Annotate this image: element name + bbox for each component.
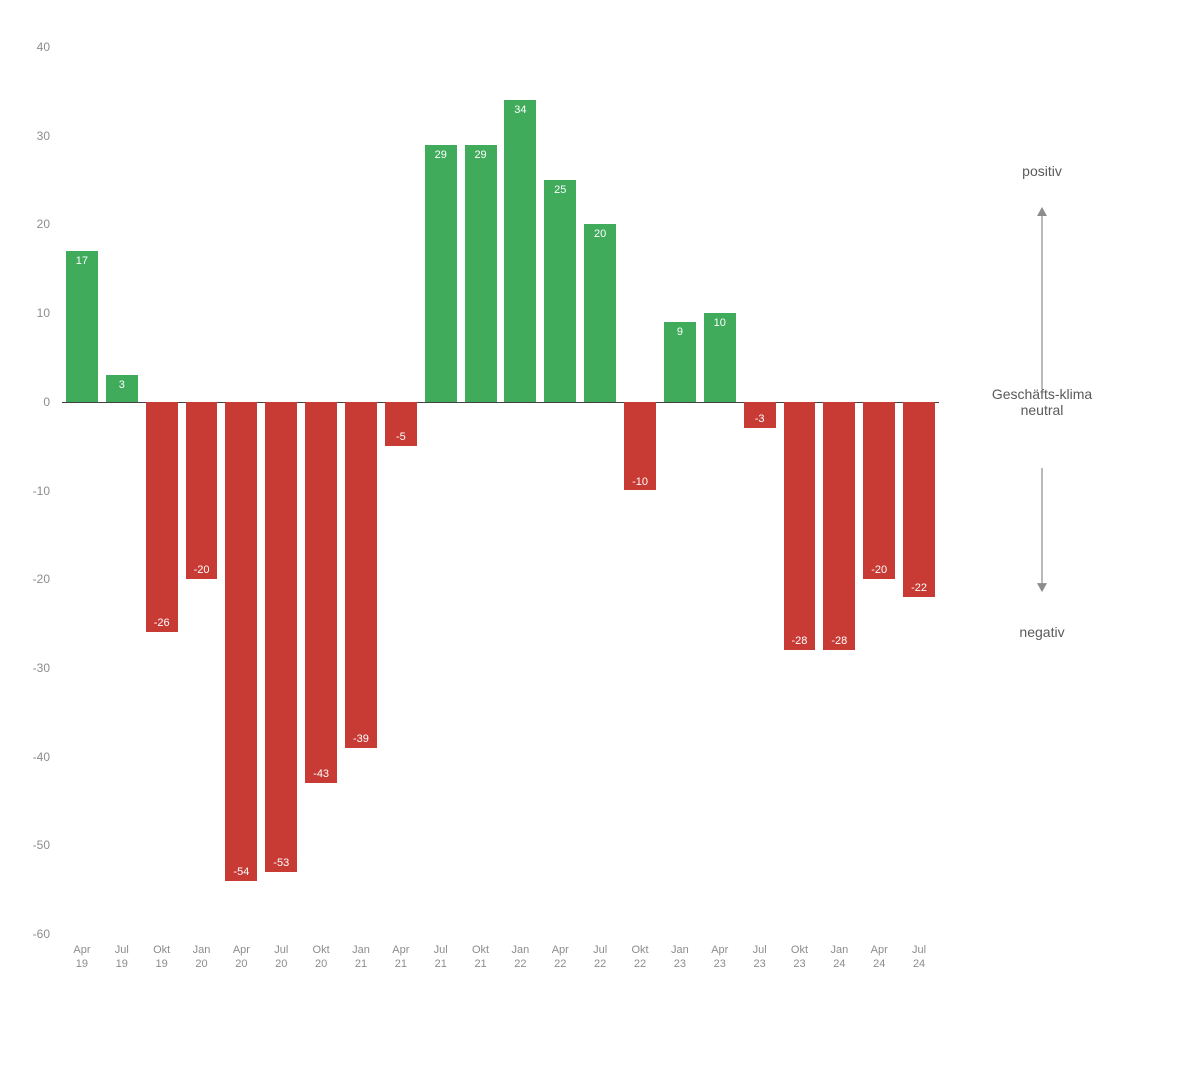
side-label: positiv (1022, 163, 1062, 179)
bar (863, 402, 895, 579)
x-tick-label: Apr 20 (233, 944, 250, 972)
arrow-down-icon (1035, 468, 1049, 592)
bar-value-label: -54 (233, 866, 249, 878)
y-tick-label: -40 (33, 750, 50, 764)
x-tick-label: Jul 23 (753, 944, 767, 972)
x-tick-label: Okt 20 (313, 944, 330, 972)
bar-value-label: -22 (911, 582, 927, 594)
bar (584, 224, 616, 401)
bar (305, 402, 337, 783)
x-tick-label: Okt 23 (791, 944, 808, 972)
bar-value-label: -26 (154, 617, 170, 629)
x-tick-label: Jul 19 (115, 944, 129, 972)
x-tick-label: Jul 21 (434, 944, 448, 972)
x-tick-label: Jul 24 (912, 944, 926, 972)
y-tick-label: 20 (37, 217, 50, 231)
bar-value-label: -43 (313, 768, 329, 780)
x-tick-label: Jul 20 (274, 944, 288, 972)
x-tick-label: Apr 19 (73, 944, 90, 972)
y-tick-label: 30 (37, 129, 50, 143)
chart-page: 17 3 -26 -20 -54 -53 -43 -39 -5 29 29 34 25 20 -10 9 10 -… (0, 0, 1200, 1089)
bar (225, 402, 257, 881)
bar (465, 145, 497, 402)
y-tick-label: 10 (37, 306, 50, 320)
arrow-up-icon (1035, 207, 1049, 390)
bar-value-label: 29 (474, 149, 486, 161)
x-tick-label: Apr 22 (552, 944, 569, 972)
x-tick-label: Apr 24 (871, 944, 888, 972)
bar-value-label: 17 (76, 255, 88, 267)
y-tick-label: 0 (43, 395, 50, 409)
y-tick-label: -20 (33, 572, 50, 586)
y-tick-label: -30 (33, 661, 50, 675)
bar (425, 145, 457, 402)
bar-value-label: 9 (677, 326, 683, 338)
bar (345, 402, 377, 748)
bar (784, 402, 816, 650)
bar-value-label: 29 (435, 149, 447, 161)
bar-value-label: -20 (871, 564, 887, 576)
bar-value-label: -10 (632, 476, 648, 488)
x-tick-label: Jan 21 (352, 944, 370, 972)
side-label: Geschäfts-klima neutral (992, 386, 1092, 418)
bar-value-label: 3 (119, 379, 125, 391)
bar-value-label: 25 (554, 184, 566, 196)
bar (146, 402, 178, 633)
x-tick-label: Okt 21 (472, 944, 489, 972)
bar-value-label: -53 (273, 857, 289, 869)
bar (66, 251, 98, 402)
x-tick-label: Apr 23 (711, 944, 728, 972)
bar-value-label: -5 (396, 431, 406, 443)
bar (544, 180, 576, 402)
x-tick-label: Jan 23 (671, 944, 689, 972)
bar (903, 402, 935, 597)
bar (265, 402, 297, 872)
bar-value-label: 34 (514, 104, 526, 116)
bar-value-label: 10 (714, 317, 726, 329)
bar-value-label: -28 (792, 635, 808, 647)
bar (504, 100, 536, 402)
x-tick-label: Jan 22 (512, 944, 530, 972)
bar (186, 402, 218, 579)
chart-plot-area: 17 3 -26 -20 -54 -53 -43 -39 -5 29 29 34 25 20 -10 9 10 -… (62, 47, 939, 934)
x-tick-label: Jul 22 (593, 944, 607, 972)
y-tick-label: -60 (33, 927, 50, 941)
x-tick-label: Okt 19 (153, 944, 170, 972)
x-tick-label: Jan 24 (830, 944, 848, 972)
bar-value-label: 20 (594, 228, 606, 240)
bar-value-label: -3 (755, 413, 765, 425)
bar-value-label: -20 (194, 564, 210, 576)
x-tick-label: Okt 22 (631, 944, 648, 972)
side-label: negativ (1019, 624, 1064, 640)
bar-value-label: -28 (831, 635, 847, 647)
x-tick-label: Apr 21 (392, 944, 409, 972)
bar-value-label: -39 (353, 733, 369, 745)
bar (823, 402, 855, 650)
y-tick-label: 40 (37, 40, 50, 54)
y-tick-label: -50 (33, 838, 50, 852)
y-tick-label: -10 (33, 484, 50, 498)
x-tick-label: Jan 20 (193, 944, 211, 972)
